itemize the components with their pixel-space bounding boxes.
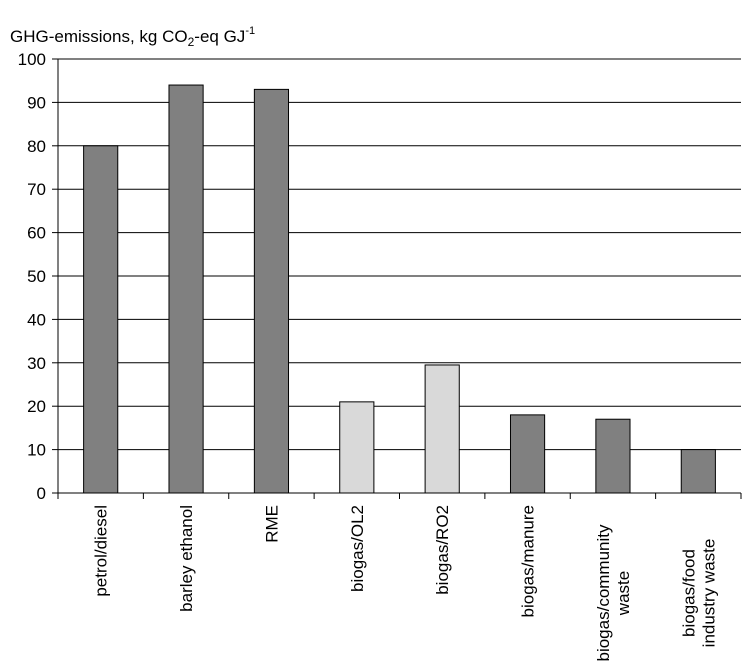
y-tick-label: 100 [18,50,46,69]
bar-4 [424,364,460,494]
bar-7 [680,449,716,494]
y-tick-label: 80 [27,137,46,156]
bars [83,84,716,494]
y-tick-label: 30 [27,354,46,373]
x-tick-label: biogas/manure [519,505,538,617]
x-axis-labels: petrol/diesel barley ethanol RME biogas/OL2… [92,505,719,662]
title-text-2: -eq GJ [194,27,245,46]
x-tick-label: biogas/community [594,524,613,662]
bar-2 [253,88,290,494]
y-tick-label: 60 [27,224,46,243]
y-axis-ticks: 0 10 20 30 40 50 60 70 80 90 100 [18,50,58,503]
y-tick-label: 40 [27,310,46,329]
y-tick-label: 10 [27,441,46,460]
x-tick-label: waste [614,571,633,616]
bar-5 [509,414,546,494]
x-tick-label: biogas/food [679,549,698,637]
bar-0 [83,145,119,494]
y-tick-label: 20 [27,397,46,416]
title-subscript: 2 [188,35,195,49]
x-tick-label: barley ethanol [177,505,196,612]
title-superscript: -1 [245,25,255,37]
y-tick-label: 0 [37,484,46,503]
title-text: GHG-emissions, kg CO [10,27,188,46]
chart-title: GHG-emissions, kg CO2-eq GJ-1 [10,25,255,49]
x-tick-label: biogas/OL2 [348,505,367,592]
axes [57,59,742,499]
x-tick-label: petrol/diesel [92,505,111,597]
y-tick-label: 90 [27,93,46,112]
gridlines [58,58,741,451]
bar-3 [339,401,375,494]
x-tick-label: industry waste [699,539,718,648]
x-tick-label: RME [262,505,281,543]
bar-6 [595,418,631,494]
y-tick-label: 70 [27,180,46,199]
x-tick-label: biogas/RO2 [433,505,452,595]
bar-1 [168,84,204,494]
y-tick-label: 50 [27,267,46,286]
